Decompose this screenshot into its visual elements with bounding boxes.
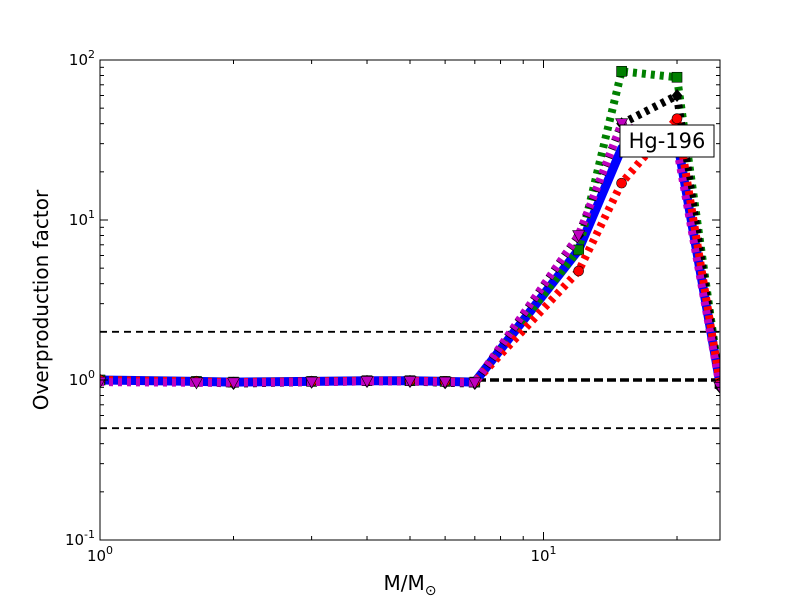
data-point-3-9 [616,177,627,189]
x-tick-exp-0: 0 [106,544,113,557]
reference-lines [100,330,720,430]
y-tick-base-2: 10 [69,211,88,229]
data-point-3-10 [671,113,683,124]
data-point-4-8 [572,230,586,243]
data-point-4-2 [227,377,241,390]
data-point-4-6 [438,376,452,389]
x-tick-label-1: 101 [530,544,556,565]
x-axis-title-sub: ⊙ [425,583,437,599]
y-axis-title: Overproduction factor [29,189,53,410]
data-point-4-7 [468,377,482,390]
y-tick-exp-2: 1 [88,208,95,221]
data-point-1-9 [616,65,627,77]
data-point-4-3 [305,376,319,389]
tick-marks [99,59,720,541]
y-tick-label-0: 10-1 [65,528,95,549]
data-point-4-9 [615,118,629,131]
y-tick-label-1: 100 [69,368,95,389]
data-point-1-10 [671,71,683,83]
x-axis-title-main: M/M [384,571,425,595]
data-point-1-8 [573,244,584,256]
y-tick-exp-3: 2 [88,48,95,61]
annotation-label: Hg-196 [629,129,706,153]
y-tick-base-0: 10 [65,531,84,549]
y-tick-base-1: 10 [69,371,88,389]
x-tick-label-0: 100 [87,544,113,565]
y-tick-label-3: 102 [69,48,95,69]
y-tick-exp-0: -1 [84,528,95,541]
x-tick-base-0: 10 [87,547,106,565]
data-point-4-5 [403,376,417,389]
x-tick-exp-1: 1 [550,544,557,557]
data-point-2-10 [671,89,683,102]
x-tick-base-1: 10 [530,547,549,565]
annotation-box [619,124,715,158]
data-point-4-4 [360,376,374,389]
data-point-4-1 [189,377,203,390]
x-axis-title: M/M⊙ [384,571,437,599]
data-point-3-8 [573,265,584,277]
y-tick-label-2: 101 [69,208,95,229]
y-tick-exp-1: 0 [88,368,95,381]
y-tick-base-3: 10 [69,51,88,69]
annotation-layer: Hg-196 [619,124,715,158]
